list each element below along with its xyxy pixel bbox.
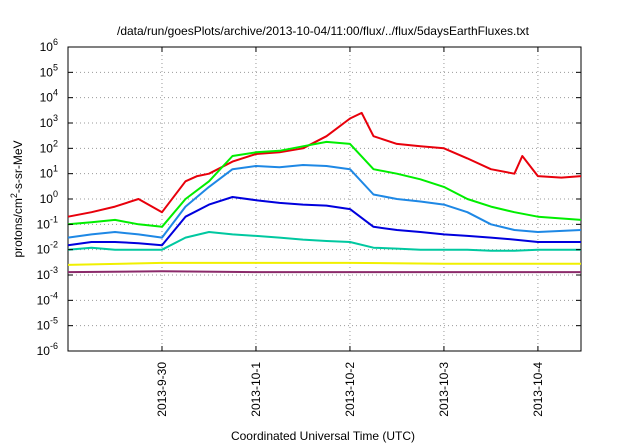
- y-tick-label: 10-1: [37, 214, 58, 231]
- series-line-7: [67, 270, 581, 274]
- series-lines: [67, 111, 582, 274]
- x-tick-label: 2013-10-3: [437, 362, 451, 417]
- y-tick-label: 10-2: [37, 240, 58, 257]
- x-tick-label: 2013-10-1: [249, 362, 263, 417]
- y-tick-label: 105: [40, 62, 58, 79]
- y-tick-label: 10-4: [37, 290, 58, 307]
- series-line-6: [67, 261, 581, 266]
- grid-lines: [68, 47, 581, 351]
- y-axis-label-sup: 2: [9, 193, 19, 198]
- series-line-3: [67, 164, 582, 239]
- chart-title: /data/run/goesPlots/archive/2013-10-04/1…: [117, 24, 530, 38]
- series-line-2: [67, 140, 582, 228]
- y-axis-ticks: 10-6 10-5 10-4 10-3 10-2 10-1 100 101 102 103 104 1…: [37, 37, 581, 358]
- x-tick-label: 2013-10-4: [531, 362, 545, 417]
- y-tick-label: 104: [40, 88, 58, 105]
- plot-area: 10-6 10-5 10-4 10-3 10-2 10-1 100 101 102 103 104 1…: [37, 37, 582, 417]
- y-axis-label: protons/cm2-s-sr-MeV: [9, 140, 25, 257]
- y-axis-label-tail: -s-sr-MeV: [11, 140, 25, 193]
- x-tick-label: 2013-10-2: [343, 362, 357, 417]
- y-tick-label: 100: [40, 189, 58, 206]
- series-line-1: [67, 111, 582, 218]
- y-axis-label-main: protons/cm: [11, 198, 25, 257]
- y-tick-label: 102: [40, 138, 58, 155]
- y-tick-label: 103: [40, 113, 58, 130]
- x-axis-ticks: 2013-9-30 2013-10-1 2013-10-2 2013-10-3 2013…: [155, 47, 545, 417]
- x-tick-label: 2013-9-30: [155, 362, 169, 417]
- y-tick-label: 10-6: [37, 341, 58, 358]
- y-tick-label: 106: [40, 37, 58, 54]
- x-axis-label: Coordinated Universal Time (UTC): [231, 429, 415, 443]
- series-line-4: [67, 196, 581, 247]
- y-tick-label: 101: [40, 164, 58, 181]
- series-line-5: [67, 231, 581, 252]
- y-tick-label: 10-5: [37, 316, 58, 333]
- y-tick-label: 10-3: [37, 265, 58, 282]
